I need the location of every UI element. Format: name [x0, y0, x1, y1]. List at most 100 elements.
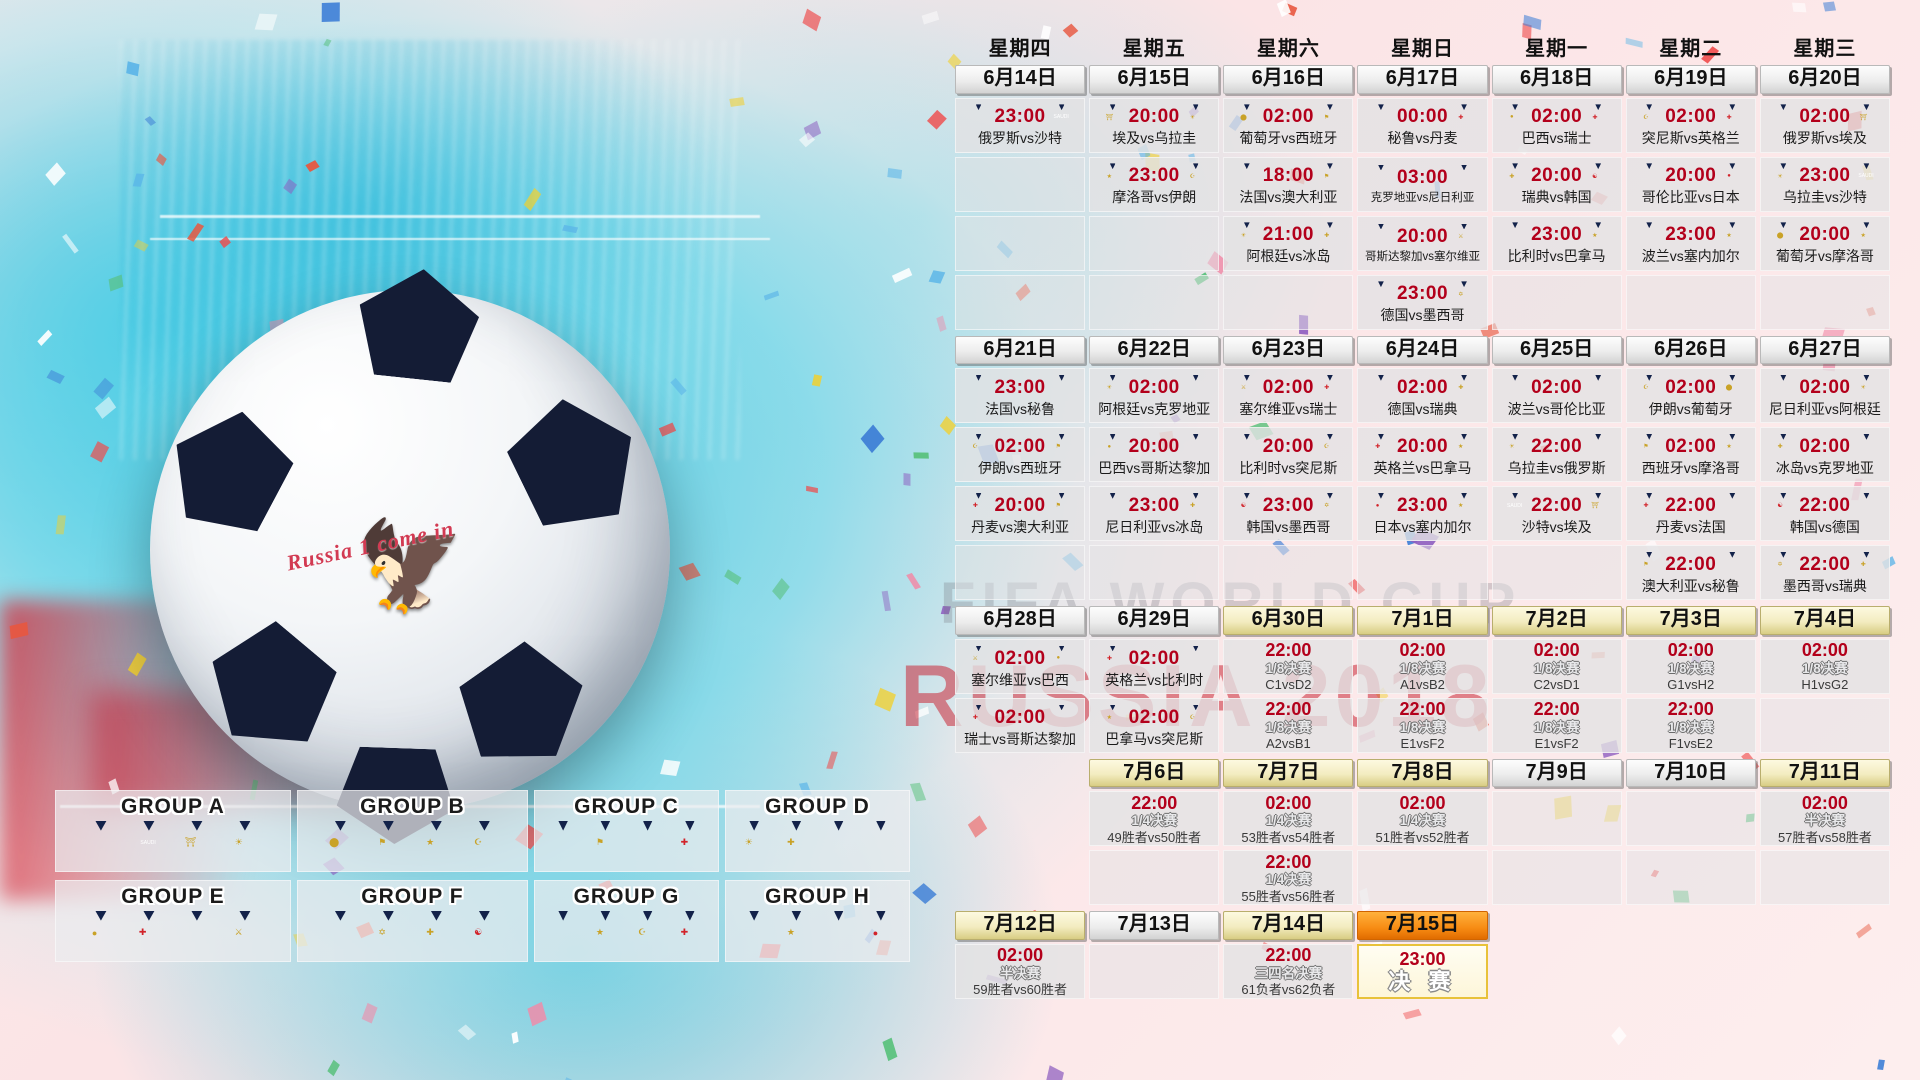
- match-cell[interactable]: ⛩ 20:00 ☀ 埃及vs乌拉圭: [1089, 97, 1220, 153]
- date-bar[interactable]: 7月9日: [1491, 758, 1622, 788]
- date-bar[interactable]: 6月22日: [1089, 335, 1220, 365]
- match-cell[interactable]: ⚔ 02:00 ● 塞尔维亚vs巴西: [955, 638, 1086, 694]
- knockout-match-cell[interactable]: 22:00 1/8决赛 A2vsB1: [1223, 697, 1354, 753]
- date-bar[interactable]: 7月4日: [1759, 606, 1890, 635]
- match-cell[interactable]: ✚ 20:00 ⚑ 丹麦vs澳大利亚: [955, 486, 1086, 542]
- match-cell[interactable]: ☀ 23:00 SAUDI 乌拉圭vs沙特: [1759, 156, 1890, 212]
- knockout-match-cell[interactable]: 02:00 半决赛 57胜者vs58胜者: [1759, 791, 1890, 847]
- match-cell[interactable]: ☀ 22:00 乌拉圭vs俄罗斯: [1491, 427, 1622, 483]
- knockout-match-cell[interactable]: 02:00 1/8决赛 C2vsD1: [1491, 638, 1622, 694]
- date-bar[interactable]: 7月3日: [1625, 606, 1756, 635]
- match-cell[interactable]: 02:00 ✚ 德国vs瑞典: [1357, 368, 1488, 424]
- date-bar[interactable]: 6月14日: [955, 65, 1086, 94]
- match-cell[interactable]: ✚ 20:00 ☯ 瑞典vs韩国: [1491, 156, 1622, 212]
- match-cell[interactable]: ● 20:00 巴西vs哥斯达黎加: [1089, 427, 1220, 483]
- group-box-group-b[interactable]: GROUP B ⬤ ⚑ ★ ☪: [296, 790, 528, 872]
- date-bar[interactable]: 6月24日: [1357, 335, 1488, 365]
- date-bar[interactable]: 6月30日: [1223, 606, 1354, 635]
- match-cell[interactable]: 23:00 法国vs秘鲁: [955, 368, 1086, 424]
- date-bar[interactable]: 7月2日: [1491, 606, 1622, 635]
- knockout-match-cell[interactable]: 02:00 1/4决赛 53胜者vs54胜者: [1223, 791, 1354, 847]
- match-cell[interactable]: 20:00 ⚔ 哥斯达黎加vs塞尔维亚: [1357, 215, 1488, 271]
- match-cell[interactable]: 23:00 ★ 比利时vs巴拿马: [1491, 215, 1622, 271]
- match-cell[interactable]: ⚑ 02:00 ★ 西班牙vs摩洛哥: [1625, 427, 1756, 483]
- match-cell[interactable]: ✚ 02:00 英格兰vs比利时: [1089, 638, 1220, 694]
- match-cell[interactable]: ☪ 02:00 ⚑ 伊朗vs西班牙: [955, 427, 1086, 483]
- match-cell[interactable]: 00:00 ✚ 秘鲁vs丹麦: [1357, 97, 1488, 153]
- match-cell[interactable]: ☯ 23:00 ✡ 韩国vs墨西哥: [1223, 486, 1354, 542]
- match-cell[interactable]: 20:00 ☪ 比利时vs突尼斯: [1223, 427, 1354, 483]
- date-bar[interactable]: 6月19日: [1625, 65, 1756, 94]
- knockout-match-cell[interactable]: 22:00 1/4决赛 55胜者vs56胜者: [1223, 850, 1354, 906]
- date-bar[interactable]: 7月11日: [1759, 758, 1890, 788]
- date-bar[interactable]: 6月26日: [1625, 335, 1756, 365]
- knockout-match-cell[interactable]: 02:00 1/4决赛 51胜者vs52胜者: [1357, 791, 1488, 847]
- match-cell[interactable]: ● 23:00 ★ 日本vs塞内加尔: [1357, 486, 1488, 542]
- date-bar[interactable]: 6月15日: [1089, 65, 1220, 94]
- date-bar[interactable]: 7月7日: [1223, 758, 1354, 788]
- knockout-match-cell[interactable]: 22:00 1/8决赛 E1vsF2: [1357, 697, 1488, 753]
- date-bar[interactable]: 6月21日: [955, 335, 1086, 365]
- date-bar[interactable]: 7月8日: [1357, 758, 1488, 788]
- date-bar[interactable]: 6月17日: [1357, 65, 1488, 94]
- date-bar[interactable]: 6月23日: [1223, 335, 1354, 365]
- match-cell[interactable]: ✡ 22:00 ✚ 墨西哥vs瑞典: [1759, 545, 1890, 601]
- group-box-group-c[interactable]: GROUP C ⚑ ✚: [534, 790, 719, 872]
- knockout-match-cell[interactable]: 22:00 1/8决赛 C1vsD2: [1223, 638, 1354, 694]
- group-box-group-h[interactable]: GROUP H ★ ●: [725, 880, 910, 962]
- match-cell[interactable]: ☯ 22:00 韩国vs德国: [1759, 486, 1890, 542]
- match-cell[interactable]: ✚ 02:00 瑞士vs哥斯达黎加: [955, 697, 1086, 753]
- match-cell[interactable]: 23:00 SAUDI 俄罗斯vs沙特: [955, 97, 1086, 153]
- match-cell[interactable]: ☀ 21:00 ✚ 阿根廷vs冰岛: [1223, 215, 1354, 271]
- match-cell[interactable]: ⬤ 02:00 ⚑ 葡萄牙vs西班牙: [1223, 97, 1354, 153]
- match-cell[interactable]: ⚑ 22:00 澳大利亚vs秘鲁: [1625, 545, 1756, 601]
- date-bar[interactable]: 6月25日: [1491, 335, 1622, 365]
- date-bar[interactable]: 7月15日: [1357, 911, 1488, 940]
- knockout-match-cell[interactable]: 02:00 1/8决赛 G1vsH2: [1625, 638, 1756, 694]
- knockout-match-cell[interactable]: 02:00 1/8决赛 H1vsG2: [1759, 638, 1890, 694]
- date-bar[interactable]: 7月6日: [1089, 758, 1220, 788]
- date-bar[interactable]: 7月12日: [955, 911, 1086, 940]
- date-bar[interactable]: 6月16日: [1223, 65, 1354, 94]
- date-bar[interactable]: 6月28日: [955, 606, 1086, 635]
- knockout-match-cell[interactable]: 22:00 1/8决赛 E1vsF2: [1491, 697, 1622, 753]
- date-bar[interactable]: 6月18日: [1491, 65, 1622, 94]
- date-bar[interactable]: 6月27日: [1759, 335, 1890, 365]
- match-cell[interactable]: 03:00 克罗地亚vs尼日利亚: [1357, 156, 1488, 212]
- date-bar[interactable]: 7月10日: [1625, 758, 1756, 788]
- match-cell[interactable]: ☪ 02:00 ✚ 突尼斯vs英格兰: [1625, 97, 1756, 153]
- match-cell[interactable]: ✚ 22:00 丹麦vs法国: [1625, 486, 1756, 542]
- match-cell[interactable]: ● 02:00 ✚ 巴西vs瑞士: [1491, 97, 1622, 153]
- knockout-match-cell[interactable]: 22:00 三四名决赛 61负者vs62负者: [1223, 943, 1354, 999]
- match-cell[interactable]: ★ 02:00 ☪ 巴拿马vs突尼斯: [1089, 697, 1220, 753]
- match-cell[interactable]: 18:00 ⚑ 法国vs澳大利亚: [1223, 156, 1354, 212]
- knockout-match-cell[interactable]: 02:00 半决赛 59胜者vs60胜者: [955, 943, 1086, 999]
- date-bar[interactable]: 7月13日: [1089, 911, 1220, 940]
- match-cell[interactable]: ✚ 02:00 冰岛vs克罗地亚: [1759, 427, 1890, 483]
- match-cell[interactable]: ☀ 02:00 阿根廷vs克罗地亚: [1089, 368, 1220, 424]
- group-box-group-a[interactable]: GROUP A SAUDI ⛩ ☀: [55, 790, 291, 872]
- match-cell[interactable]: 20:00 ● 哥伦比亚vs日本: [1625, 156, 1756, 212]
- match-cell[interactable]: ✚ 20:00 ★ 英格兰vs巴拿马: [1357, 427, 1488, 483]
- group-box-group-f[interactable]: GROUP F ✡ ✚ ☯: [296, 880, 528, 962]
- match-cell[interactable]: 02:00 波兰vs哥伦比亚: [1491, 368, 1622, 424]
- group-box-group-g[interactable]: GROUP G ★ ☪ ✚: [534, 880, 719, 962]
- match-cell[interactable]: ☪ 02:00 ⬤ 伊朗vs葡萄牙: [1625, 368, 1756, 424]
- group-box-group-d[interactable]: GROUP D ☀ ✚: [725, 790, 910, 872]
- match-cell[interactable]: ⬤ 20:00 ★ 葡萄牙vs摩洛哥: [1759, 215, 1890, 271]
- date-bar[interactable]: 6月20日: [1759, 65, 1890, 94]
- match-cell[interactable]: ★ 23:00 ☪ 摩洛哥vs伊朗: [1089, 156, 1220, 212]
- knockout-match-cell[interactable]: 22:00 1/8决赛 F1vsE2: [1625, 697, 1756, 753]
- match-cell[interactable]: 02:00 ⛩ 俄罗斯vs埃及: [1759, 97, 1890, 153]
- group-box-group-e[interactable]: GROUP E ● ✚ ⚔: [55, 880, 291, 962]
- date-bar[interactable]: 7月14日: [1223, 911, 1354, 940]
- date-bar[interactable]: 6月29日: [1089, 606, 1220, 635]
- date-bar[interactable]: 7月1日: [1357, 606, 1488, 635]
- match-cell[interactable]: SAUDI 22:00 ⛩ 沙特vs埃及: [1491, 486, 1622, 542]
- match-cell[interactable]: 02:00 ☀ 尼日利亚vs阿根廷: [1759, 368, 1890, 424]
- match-cell[interactable]: 23:00 ✚ 尼日利亚vs冰岛: [1089, 486, 1220, 542]
- match-cell[interactable]: 23:00 ✡ 德国vs墨西哥: [1357, 274, 1488, 330]
- final-match-cell[interactable]: 23:00 决 赛: [1357, 943, 1488, 999]
- knockout-match-cell[interactable]: 02:00 1/8决赛 A1vsB2: [1357, 638, 1488, 694]
- match-cell[interactable]: 23:00 ★ 波兰vs塞内加尔: [1625, 215, 1756, 271]
